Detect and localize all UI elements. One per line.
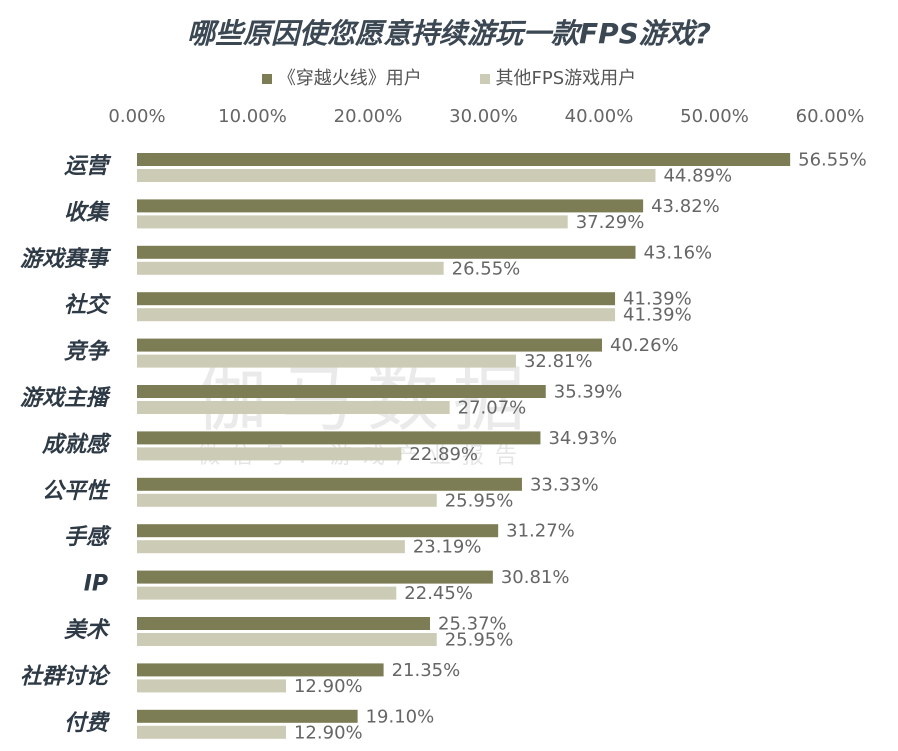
- x-tick-label: 30.00%: [449, 106, 518, 127]
- bar-series-1: [137, 199, 644, 213]
- bar-series-1: [137, 385, 546, 398]
- bar-series-2: [137, 401, 450, 414]
- bar-series-2: [137, 261, 444, 275]
- bar-series-2: [137, 169, 656, 182]
- bar-series-2: [137, 725, 286, 739]
- bar-series-2: [137, 633, 437, 646]
- value-label-series-1: 19.10%: [366, 706, 435, 727]
- legend-label-series-2: 其他FPS游戏用户: [495, 68, 637, 89]
- bar-series-1: [137, 617, 431, 630]
- legend-swatch-series-2: [479, 74, 490, 84]
- category-label: 运营: [64, 154, 112, 179]
- bar-series-2: [137, 215, 568, 229]
- legend-swatch-series-1: [261, 74, 272, 84]
- bar-series-1: [137, 663, 384, 677]
- x-tick-label: 50.00%: [680, 106, 749, 127]
- value-label-series-2: 32.81%: [524, 351, 593, 372]
- category-label: 付费: [64, 711, 110, 736]
- bar-series-1: [137, 570, 493, 584]
- x-tick-label: 10.00%: [218, 106, 287, 127]
- legend-item-series-2: 其他FPS游戏用户: [479, 64, 637, 90]
- value-label-series-2: 27.07%: [458, 398, 527, 419]
- category-label: 手感: [64, 525, 112, 550]
- category-label: 游戏主播: [20, 386, 111, 411]
- value-label-series-1: 35.39%: [554, 382, 623, 403]
- value-label-series-2: 22.89%: [409, 444, 478, 465]
- category-label: 美术: [64, 617, 111, 643]
- value-label-series-1: 33.33%: [530, 474, 599, 495]
- category-label: 公平性: [42, 479, 111, 504]
- value-label-series-1: 43.82%: [651, 196, 720, 217]
- bar-series-2: [137, 308, 616, 322]
- value-label-series-2: 22.45%: [404, 583, 473, 604]
- value-label-series-2: 37.29%: [576, 212, 645, 233]
- bar-series-1: [137, 524, 499, 538]
- chart-title: 哪些原因使您愿意持续游玩一款FPS游戏?: [186, 17, 712, 50]
- legend: 《穿越火线》用户 其他FPS游戏用户: [0, 64, 898, 90]
- value-label-series-1: 25.37%: [438, 614, 507, 635]
- value-label-series-2: 23.19%: [413, 537, 482, 558]
- x-tick-label: 40.00%: [565, 106, 634, 127]
- category-label: 游戏赛事: [20, 246, 112, 272]
- category-label: 成就感: [41, 431, 112, 457]
- x-tick-label: 60.00%: [796, 106, 865, 127]
- bar-series-2: [137, 493, 437, 507]
- x-tick-label: 20.00%: [334, 106, 403, 127]
- value-label-series-1: 56.55%: [798, 150, 867, 171]
- value-label-series-2: 25.95%: [445, 630, 514, 651]
- value-label-series-1: 41.39%: [623, 289, 692, 310]
- value-label-series-1: 30.81%: [501, 567, 570, 588]
- bar-series-1: [137, 338, 603, 352]
- category-label: 收集: [64, 199, 111, 225]
- bar-series-2: [137, 586, 397, 600]
- bar-series-2: [137, 354, 516, 368]
- value-label-series-1: 34.93%: [548, 428, 617, 449]
- value-label-series-1: 31.27%: [506, 521, 575, 542]
- bar-series-1: [137, 245, 636, 259]
- category-label: 竞争: [64, 339, 110, 365]
- legend-label-series-1: 《穿越火线》用户: [277, 68, 422, 89]
- x-tick-label: 0.00%: [108, 106, 165, 127]
- value-label-series-2: 26.55%: [452, 258, 521, 279]
- legend-item-series-1: 《穿越火线》用户: [261, 64, 422, 90]
- category-label: IP: [84, 572, 108, 597]
- value-label-series-2: 44.89%: [663, 166, 732, 187]
- value-label-series-2: 25.95%: [445, 490, 514, 511]
- value-label-series-1: 40.26%: [610, 335, 679, 356]
- category-label: 社交: [64, 292, 111, 318]
- bar-series-1: [137, 292, 616, 306]
- bar-series-2: [137, 679, 286, 693]
- value-label-series-2: 12.90%: [294, 676, 363, 697]
- bar-series-1: [137, 709, 358, 723]
- bar-series-1: [137, 431, 541, 445]
- category-label: 社群讨论: [20, 663, 111, 689]
- value-label-series-2: 12.90%: [294, 722, 363, 743]
- value-label-series-1: 43.16%: [643, 242, 712, 263]
- value-label-series-1: 21.35%: [392, 660, 461, 681]
- bar-series-1: [137, 477, 522, 491]
- bar-series-1: [137, 153, 791, 166]
- bar-series-2: [137, 540, 405, 554]
- watermark: 伽马数据: [195, 357, 540, 441]
- bar-series-2: [137, 447, 402, 461]
- value-label-series-2: 41.39%: [623, 305, 692, 326]
